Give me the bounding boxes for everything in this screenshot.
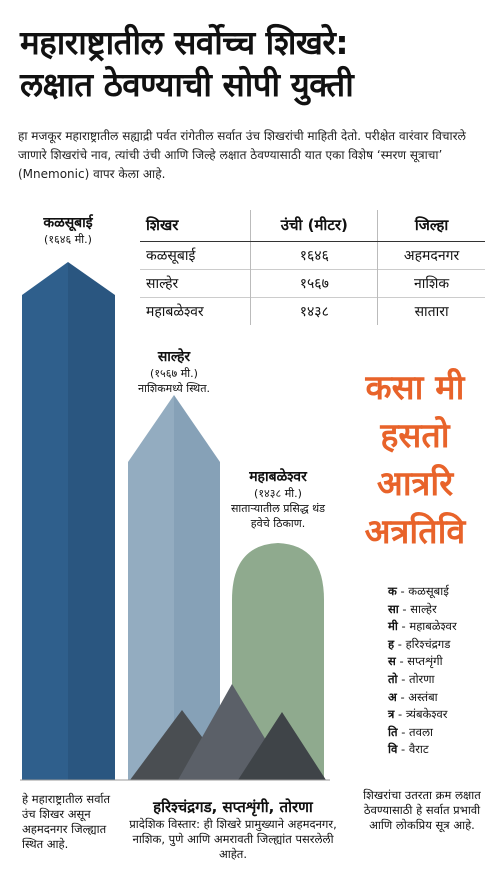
- legend-item: वि - वैराट: [388, 741, 457, 759]
- mnemonic-legend: क - कळसूबाई सा - साल्हेर मी - महाबळेश्वर ह …: [388, 583, 457, 759]
- peak-salher: [174, 395, 220, 780]
- footer-middle: हरिश्चंद्रगड, सप्तशृंगी, तोरणा प्रादेशिक…: [128, 798, 338, 862]
- legend-key: ति: [388, 724, 398, 739]
- legend-item: अ - अस्तंबा: [388, 689, 457, 707]
- legend-text: - तवला: [401, 724, 433, 739]
- legend-item: त्र - त्र्यंबकेश्वर: [388, 706, 457, 724]
- legend-item: मी - महाबळेश्वर: [388, 618, 457, 636]
- legend-item: सा - साल्हेर: [388, 601, 457, 619]
- legend-item: ह - हरिश्चंद्रगड: [388, 636, 457, 654]
- peak-name: साल्हेर: [157, 349, 191, 365]
- table-row: महाबळेश्वर १४३८ सातारा: [140, 297, 485, 325]
- mnemonic-line: आत्ररि: [376, 464, 454, 504]
- legend-text: - हरिश्चंद्रगड: [397, 636, 451, 651]
- mnemonic-line: अत्रतिवि: [364, 512, 466, 552]
- footer-left: हे महाराष्ट्रातील सर्वात उंच शिखर असून अ…: [22, 792, 111, 851]
- table-header: शिखर: [140, 210, 251, 242]
- legend-text: - साल्हेर: [402, 601, 437, 616]
- legend-key: ह: [388, 636, 395, 651]
- legend-key: वि: [388, 742, 398, 757]
- mnemonic-line: कसा मी: [365, 368, 465, 408]
- intro: हा मजकूर महाराष्ट्रातील सह्याद्री पर्वत …: [18, 129, 466, 181]
- table-cell: कळसूबाई: [140, 241, 251, 270]
- legend-key: स: [388, 654, 396, 669]
- legend-item: ति - तवला: [388, 724, 457, 742]
- table-header: जिल्हा: [377, 210, 485, 242]
- legend-text: - महाबळेश्वर: [401, 619, 457, 634]
- legend-key: क: [388, 584, 397, 598]
- peak-kalsubai: [68, 262, 115, 780]
- table-row: कळसूबाई १६४६ अहमदनगर: [140, 241, 485, 270]
- peak-name: महाबळेश्वर: [249, 469, 307, 485]
- peak-height: (१६४६ मी.): [44, 233, 92, 246]
- legend-key: अ: [388, 689, 397, 704]
- peak-kalsubai: [22, 262, 68, 780]
- footer-right: शिखरांचा उतरता क्रम लक्षात ठेवण्यासाठी ह…: [363, 788, 481, 832]
- peak-label: महाबळेश्वर (१४३८ मी.) साताऱ्यातील प्रसिद…: [222, 468, 334, 531]
- legend-text: - अस्तंबा: [400, 689, 438, 704]
- legend-key: त्र: [388, 707, 395, 722]
- peak-height: (१४३८ मी.): [254, 487, 302, 500]
- legend-key: सा: [388, 601, 399, 616]
- peak-salher: [128, 395, 174, 780]
- legend-text: - कळसूबाई: [400, 584, 449, 598]
- table-cell: १६४६: [250, 241, 378, 270]
- peak-note: नाशिकमध्ये स्थित.: [138, 382, 210, 395]
- legend-item: स - सप्तशृंगी: [388, 653, 457, 671]
- table-cell: साल्हेर: [140, 269, 251, 298]
- legend-text: - तोरणा: [401, 671, 435, 686]
- peaks-table: शिखर उंची (मीटर) जिल्हा कळसूबाई १६४६ अहमदन…: [140, 210, 485, 325]
- table-cell: नाशिक: [377, 269, 485, 298]
- peak-mahabaleshwar: [232, 543, 324, 780]
- table-header: उंची (मीटर): [250, 210, 378, 242]
- small-peak: [238, 712, 326, 780]
- legend-key: मी: [388, 619, 398, 634]
- peak-height: (१५६७ मी.): [150, 367, 198, 380]
- legend-text: - सप्तशृंगी: [399, 654, 443, 669]
- table-cell: महाबळेश्वर: [140, 297, 251, 325]
- footer-middle-title: हरिश्चंद्रगड, सप्तशृंगी, तोरणा: [153, 798, 313, 816]
- footer-middle-text: प्रादेशिक विस्तार: ही शिखरे प्रामुख्याने…: [129, 817, 337, 861]
- table-row: साल्हेर १५६७ नाशिक: [140, 269, 485, 298]
- table-cell: १५६७: [250, 269, 378, 298]
- table-cell: सातारा: [377, 297, 485, 325]
- peak-label: साल्हेर (१५६७ मी.) नाशिकमध्ये स्थित.: [118, 348, 230, 396]
- title-line: लक्षात ठेवण्याची सोपी युक्ती: [20, 65, 354, 104]
- peak-note: साताऱ्यातील प्रसिद्ध थंड हवेचे ठिकाण.: [230, 502, 326, 530]
- table-cell: अहमदनगर: [377, 241, 485, 270]
- mnemonic-line: हसतो: [380, 416, 450, 456]
- legend-text: - त्र्यंबकेश्वर: [398, 707, 448, 722]
- peak-label: कळसूबाई (१६४६ मी.): [18, 214, 118, 247]
- peak-name: कळसूबाई: [43, 215, 93, 231]
- legend-item: क - कळसूबाई: [388, 583, 457, 601]
- legend-key: तो: [388, 671, 398, 686]
- legend-item: तो - तोरणा: [388, 671, 457, 689]
- title-line: महाराष्ट्रातील सर्वोच्च शिखरे:: [20, 23, 349, 62]
- title: महाराष्ट्रातील सर्वोच्च शिखरे: लक्षात ठे…: [20, 22, 490, 106]
- legend-text: - वैराट: [401, 742, 429, 757]
- table-cell: १४३८: [250, 297, 378, 325]
